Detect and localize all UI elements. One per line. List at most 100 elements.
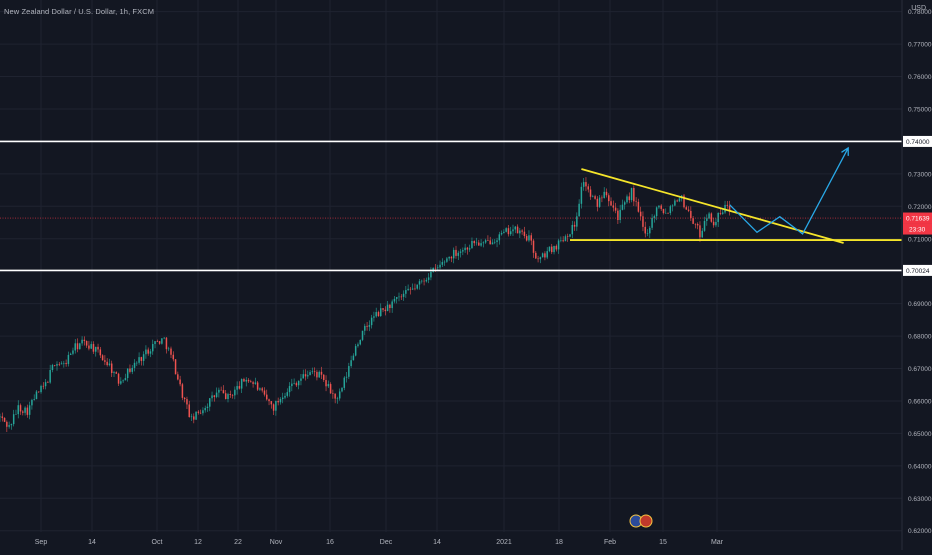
candle-body	[261, 388, 263, 391]
candle-body	[85, 341, 88, 346]
candle-body	[65, 363, 67, 364]
candle-body	[334, 393, 336, 399]
candle-body	[585, 182, 587, 187]
y-tick-label: 0.73000	[908, 171, 932, 178]
candle-body	[377, 312, 380, 317]
candle-body	[329, 384, 332, 394]
candle-body	[459, 251, 462, 253]
candle-body	[521, 230, 523, 232]
candle-body	[696, 224, 699, 226]
candle-body	[76, 343, 79, 350]
candle-body	[448, 256, 450, 259]
candle-body	[491, 242, 494, 245]
candle-body	[450, 256, 453, 259]
candle-body	[598, 197, 601, 207]
candle-body	[560, 240, 562, 241]
x-tick-label: Sep	[35, 539, 48, 546]
candle-body	[414, 288, 416, 290]
resistance-trendline[interactable]	[581, 168, 844, 244]
y-tick-label: 0.66000	[908, 398, 932, 405]
events-icon[interactable]	[629, 514, 653, 528]
candle-body	[375, 312, 377, 317]
candle-body	[174, 359, 177, 375]
candle-body	[626, 196, 628, 203]
candle-body	[555, 245, 558, 250]
candle-body	[58, 364, 61, 365]
candle-body	[325, 380, 327, 387]
candle-body	[660, 205, 662, 209]
candle-body	[678, 198, 681, 202]
y-tick-label: 0.77000	[908, 42, 932, 49]
candle-body	[571, 224, 574, 235]
candle-body	[389, 304, 391, 309]
candle-body	[612, 205, 615, 208]
candle-body	[8, 425, 10, 427]
candle-body	[115, 372, 118, 374]
candle-body	[104, 360, 106, 362]
projection-path[interactable]	[729, 147, 849, 235]
candle-body	[512, 229, 514, 232]
candle-body	[350, 360, 352, 367]
candle-body	[409, 288, 412, 290]
candle-body	[642, 216, 644, 227]
candle-body	[601, 197, 603, 199]
candle-body	[368, 325, 371, 327]
candle-body	[646, 233, 649, 234]
candle-body	[307, 375, 309, 377]
candle-body	[254, 382, 257, 384]
candle-body	[635, 201, 637, 202]
candle-body	[653, 216, 656, 218]
candle-body	[373, 316, 375, 318]
candle-body	[658, 205, 660, 208]
candle-body	[439, 264, 441, 268]
candle-body	[97, 346, 99, 350]
candle-body	[532, 240, 535, 253]
y-tick-label: 0.78000	[908, 9, 932, 16]
lower-level-tag: 0.70024	[906, 268, 930, 275]
candle-body	[380, 308, 382, 317]
y-tick-label: 0.75000	[908, 106, 932, 113]
candle-body	[694, 223, 697, 225]
candle-body	[272, 404, 275, 411]
candle-body	[610, 201, 612, 206]
candle-body	[578, 203, 580, 217]
y-tick-label: 0.65000	[908, 431, 932, 438]
candle-body	[503, 231, 505, 233]
candle-body	[243, 379, 245, 382]
candle-body	[382, 308, 384, 310]
candle-body	[715, 222, 717, 226]
candle-body	[211, 395, 213, 399]
candle-body	[430, 271, 432, 278]
y-tick-label: 0.63000	[908, 496, 932, 503]
candle-body	[90, 344, 92, 349]
y-tick-label: 0.67000	[908, 366, 932, 373]
candle-body	[619, 209, 621, 220]
candle-body	[79, 343, 81, 350]
candle-body	[662, 208, 665, 214]
candle-body	[603, 191, 605, 198]
candle-body	[519, 230, 521, 234]
candle-body	[548, 246, 551, 252]
candle-body	[628, 196, 631, 201]
candle-body	[263, 390, 266, 395]
candle-body	[441, 262, 444, 265]
candle-body	[53, 365, 56, 366]
candle-body	[546, 251, 548, 258]
candle-body	[573, 224, 576, 227]
candle-body	[587, 186, 589, 190]
candle-body	[726, 204, 729, 206]
candle-body	[26, 407, 29, 415]
candle-body	[316, 371, 318, 378]
candle-body	[528, 235, 530, 241]
candle-body	[275, 401, 277, 411]
candle-body	[238, 386, 241, 389]
candle-body	[557, 240, 560, 250]
candle-body	[411, 288, 414, 290]
candle-body	[129, 368, 131, 372]
upper-level-tag: 0.74000	[906, 139, 930, 146]
candle-body	[110, 363, 113, 373]
candle-body	[295, 383, 298, 386]
candle-body	[60, 363, 63, 365]
